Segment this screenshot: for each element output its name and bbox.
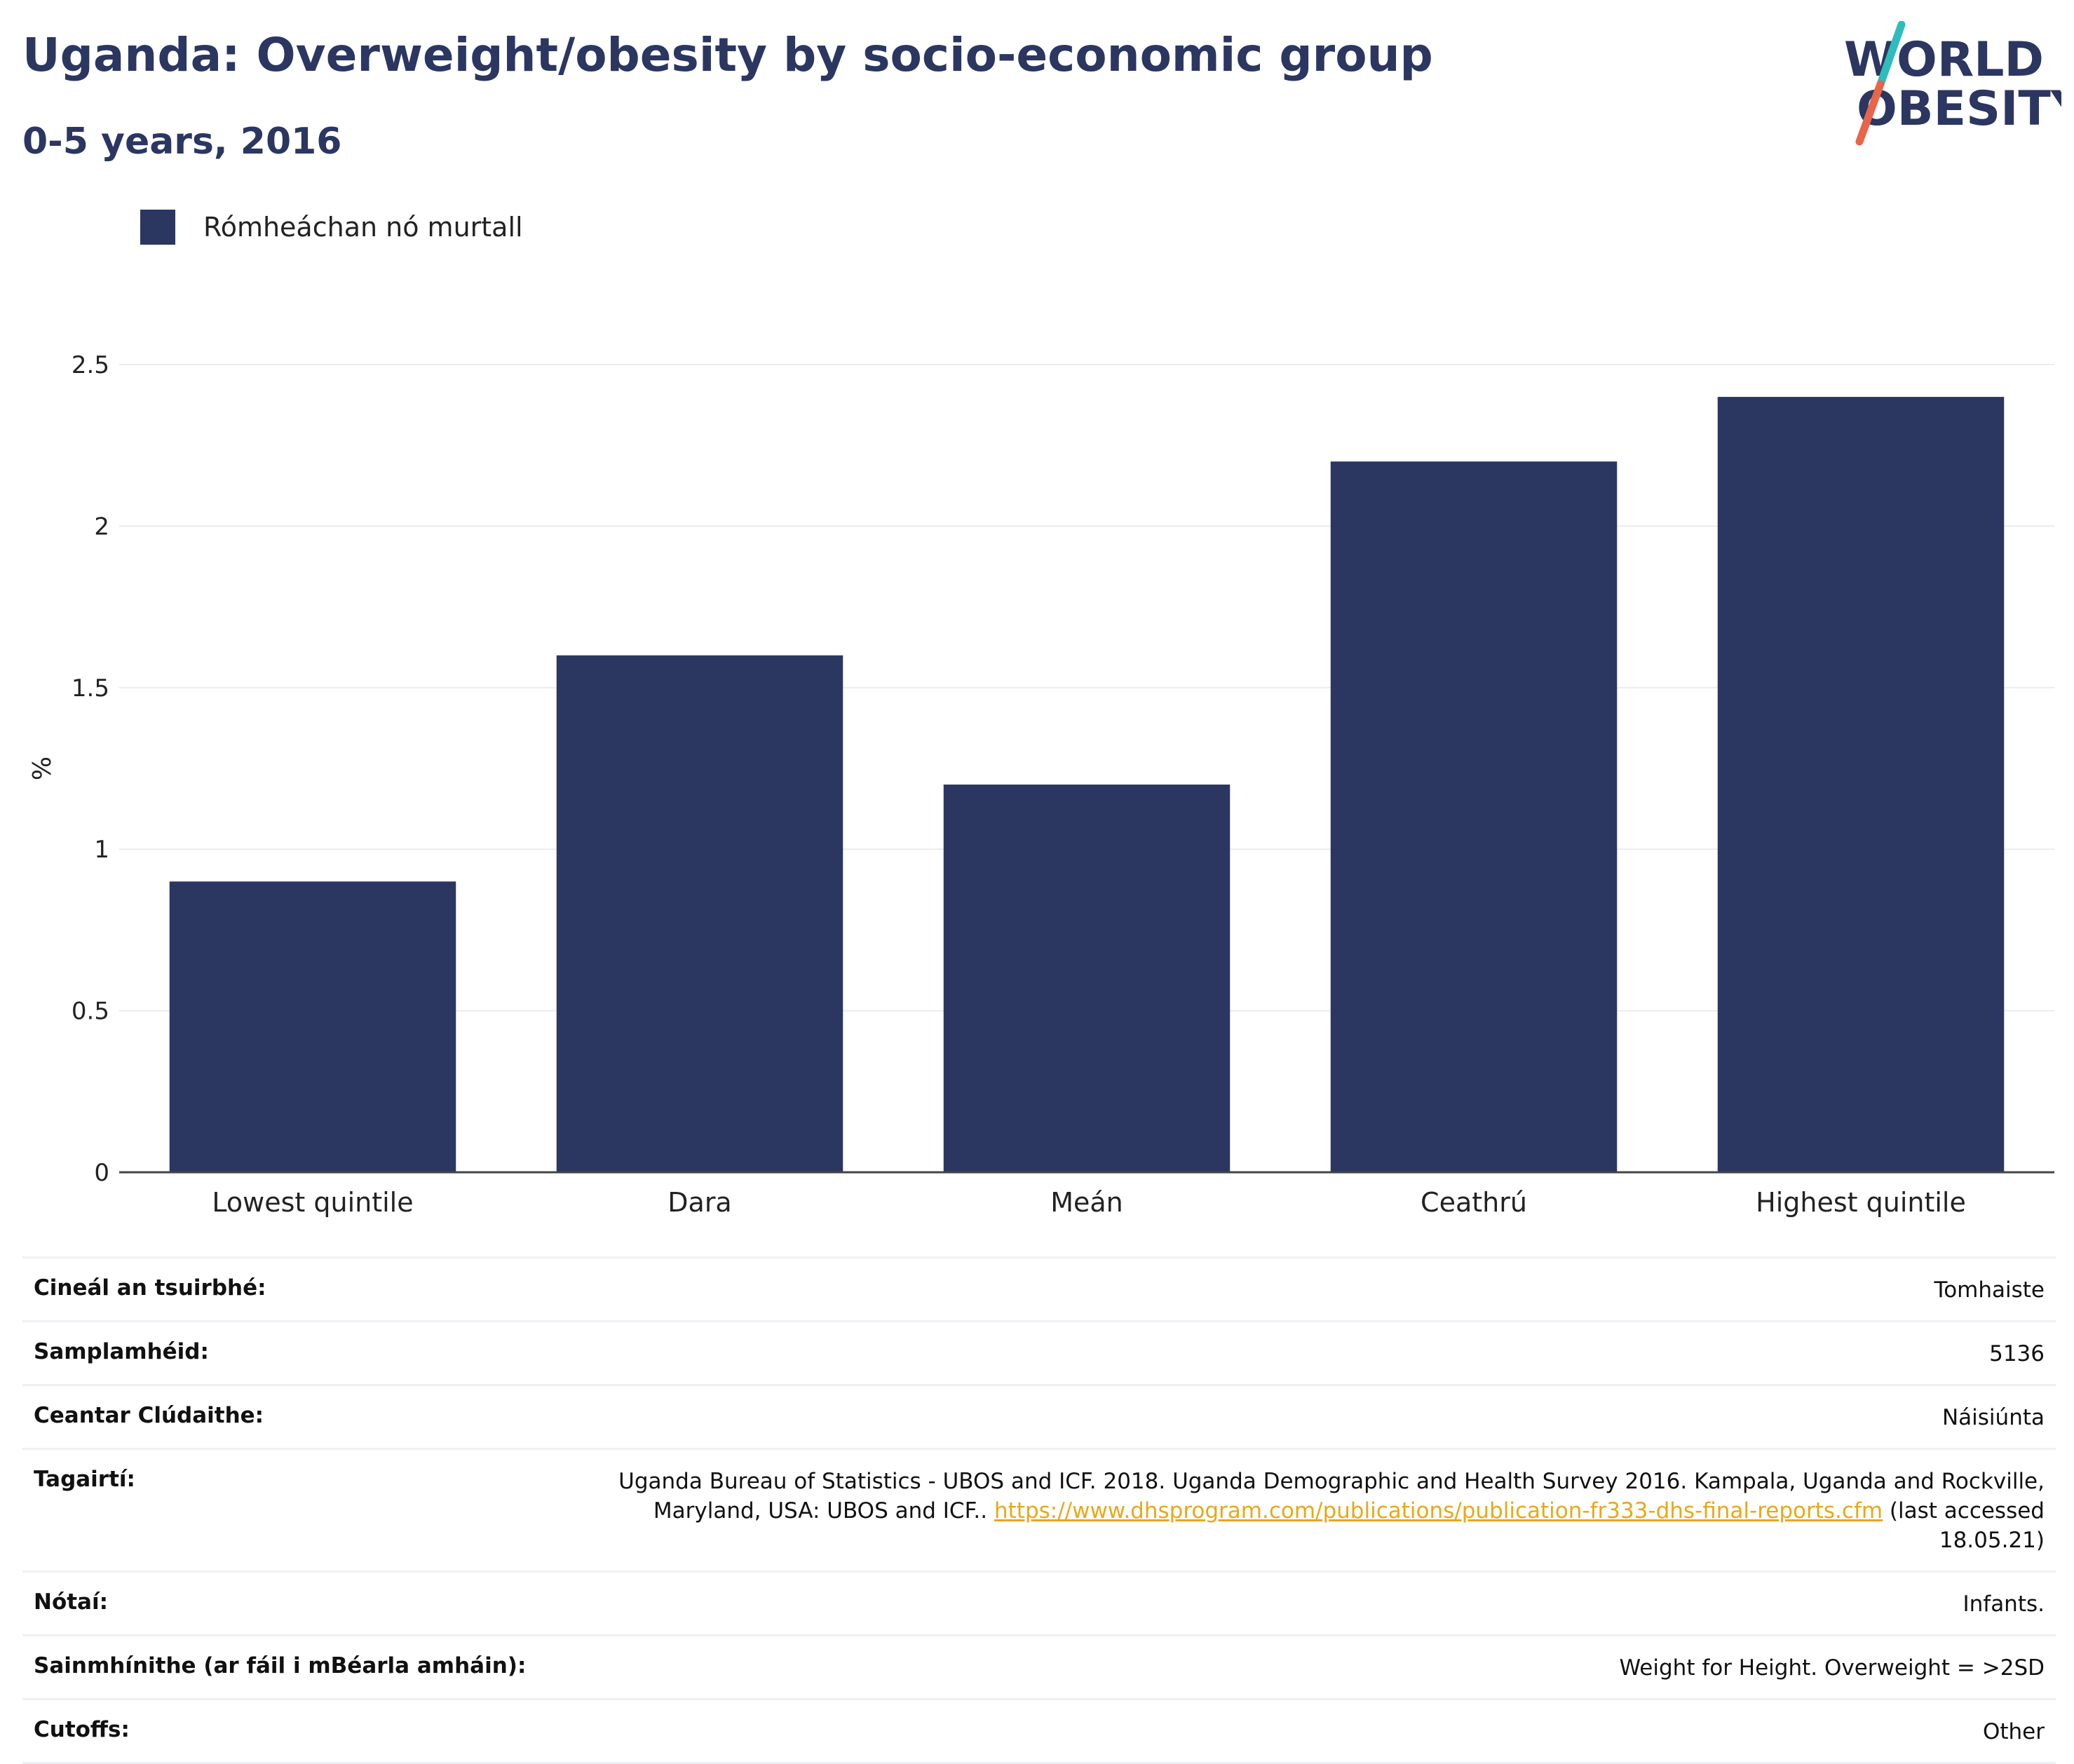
- meta-label: Samplamhéid:: [34, 1339, 209, 1364]
- y-tick-label: 1.5: [72, 674, 109, 703]
- x-tick-label: Lowest quintile: [212, 1187, 413, 1218]
- page-title: Uganda: Overweight/obesity by socio-econ…: [22, 28, 1433, 82]
- bar: [1330, 461, 1618, 1172]
- meta-label: Tagairtí:: [34, 1467, 135, 1492]
- y-tick-label: 1: [94, 836, 109, 864]
- meta-row-sample-size: Samplamhéid: 5136: [22, 1322, 2056, 1386]
- meta-row-definitions: Sainmhínithe (ar fáil i mBéarla amháin):…: [22, 1636, 2056, 1700]
- meta-value: Infants.: [1963, 1592, 2045, 1617]
- reference-accessed: (last accessed 18.05.21): [1883, 1498, 2045, 1553]
- bar: [169, 881, 456, 1172]
- y-tick-label: 0.5: [72, 998, 109, 1026]
- meta-label: Cutoffs:: [34, 1717, 130, 1742]
- x-tick-label: Meán: [1050, 1187, 1123, 1218]
- x-tick-label: Highest quintile: [1756, 1187, 1966, 1218]
- meta-label: Sainmhínithe (ar fáil i mBéarla amháin):: [34, 1653, 527, 1678]
- logo-slash-top: [1876, 21, 1906, 88]
- x-tick-label: Dara: [667, 1187, 731, 1218]
- y-tick-label: 2: [94, 513, 109, 541]
- meta-row-survey-type: Cineál an tsuirbhé: Tomhaiste: [22, 1258, 2056, 1322]
- bar: [943, 785, 1231, 1172]
- meta-label: Nótaí:: [34, 1589, 109, 1615]
- meta-value: Náisiúnta: [1941, 1405, 2045, 1430]
- meta-value: Uganda Bureau of Statistics - UBOS and I…: [572, 1467, 2045, 1555]
- bar: [1717, 397, 2005, 1172]
- meta-row-cutoffs: Cutoffs: Other: [22, 1700, 2056, 1764]
- metadata-table: Cineál an tsuirbhé: Tomhaiste Samplamhéi…: [22, 1256, 2056, 1764]
- chart-legend[interactable]: Rómheáchan nó murtall: [140, 209, 523, 245]
- y-tick-label: 0: [94, 1159, 109, 1187]
- meta-value: Tomhaiste: [1934, 1277, 2045, 1303]
- meta-row-coverage: Ceantar Clúdaithe: Náisiúnta: [22, 1386, 2056, 1450]
- reference-link[interactable]: https://www.dhsprogram.com/publications/…: [994, 1498, 1883, 1524]
- meta-value: Weight for Height. Overweight = >2SD: [1619, 1655, 2045, 1681]
- bar: [556, 655, 843, 1172]
- legend-swatch: [140, 210, 175, 245]
- world-obesity-logo: WORLD OBESITY: [1844, 21, 2061, 146]
- bar-chart: 0 0.5 1 1.5 2 2.5 Lowest quintile Dara Meán Ceath…: [28, 351, 2054, 1218]
- logo-line2: OBESITY: [1857, 81, 2061, 137]
- meta-value: Other: [1982, 1719, 2045, 1744]
- page-subtitle: 0-5 years, 2016: [22, 121, 342, 163]
- logo-line1: WORLD: [1844, 32, 2044, 88]
- meta-label: Ceantar Clúdaithe:: [34, 1403, 264, 1428]
- meta-row-notes: Nótaí: Infants.: [22, 1573, 2056, 1636]
- meta-label: Cineál an tsuirbhé:: [34, 1275, 266, 1301]
- y-axis-title: %: [28, 757, 57, 780]
- meta-row-references: Tagairtí: Uganda Bureau of Statistics - …: [22, 1450, 2056, 1573]
- logo-slash-bottom: [1855, 80, 1885, 146]
- reference-text: Uganda Bureau of Statistics - UBOS and I…: [618, 1469, 2045, 1524]
- x-tick-label: Ceathrú: [1421, 1187, 1527, 1218]
- legend-label: Rómheáchan nó murtall: [203, 212, 523, 243]
- y-tick-label: 2.5: [72, 351, 109, 379]
- meta-value: 5136: [1989, 1341, 2045, 1366]
